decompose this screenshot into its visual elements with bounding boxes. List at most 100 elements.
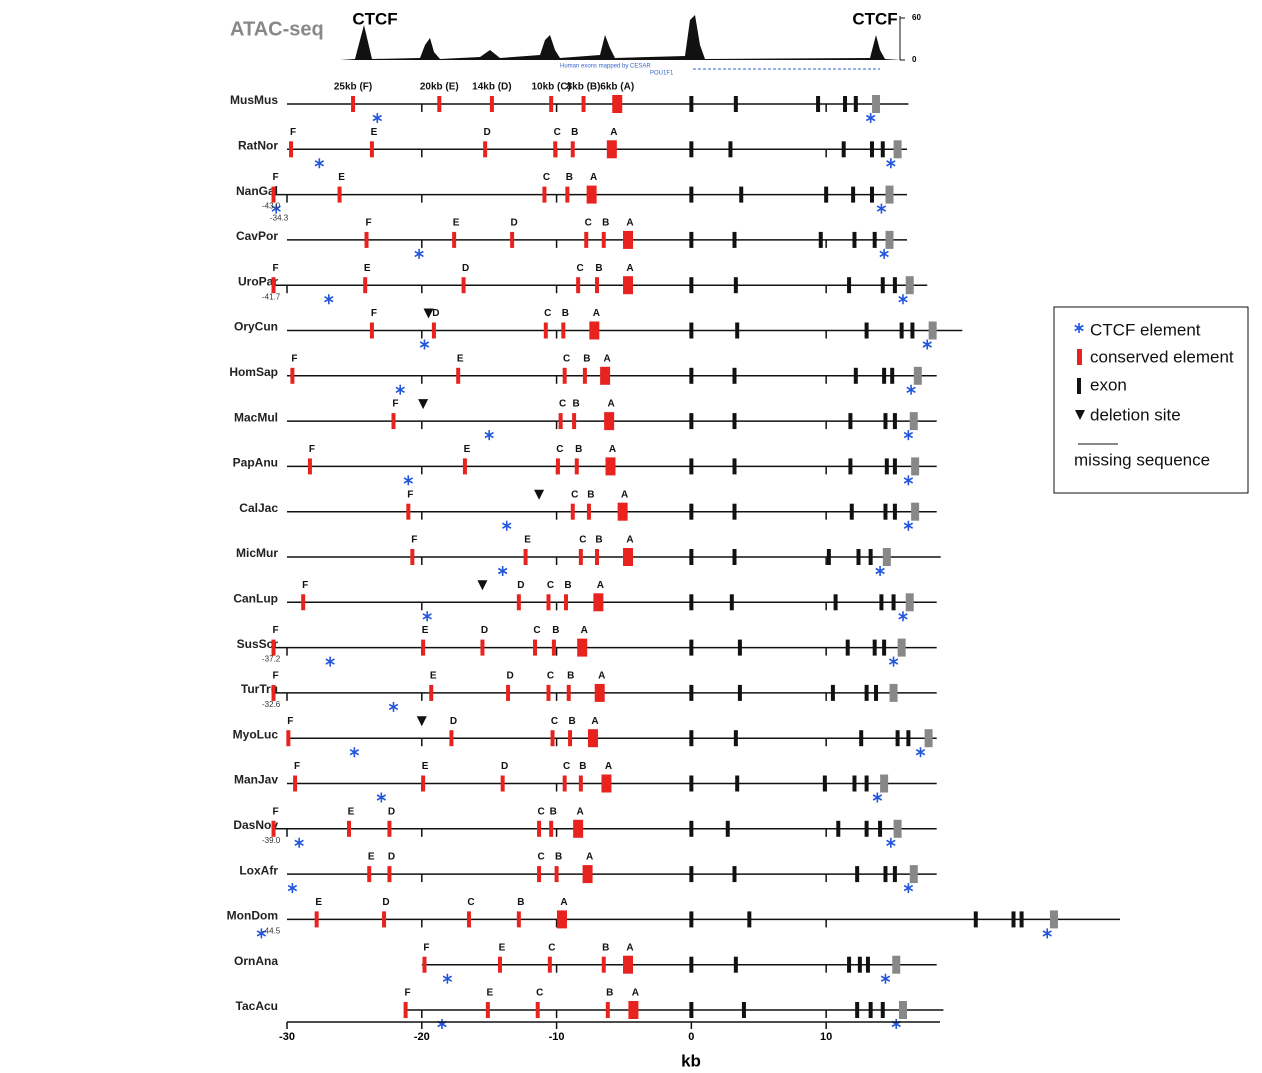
conserved-element	[537, 821, 541, 837]
species-name: MonDom	[227, 909, 278, 923]
species-name: CavPor	[236, 229, 278, 243]
conserved-element	[449, 730, 453, 746]
conserved-element	[623, 956, 633, 974]
element-label: B	[602, 218, 609, 229]
exon	[689, 368, 693, 384]
exon	[893, 504, 897, 520]
exon	[869, 549, 873, 565]
ctcf-star	[877, 204, 886, 214]
exon	[886, 186, 894, 204]
ctcf-star	[326, 657, 335, 667]
species-name: LoxAfr	[239, 863, 278, 877]
element-label: C	[579, 535, 586, 546]
ctcf-star	[904, 521, 913, 531]
exon	[735, 776, 739, 792]
element-label: D	[388, 806, 395, 817]
conserved-element	[604, 412, 614, 430]
ctcf-star	[485, 430, 494, 440]
ctcf-star	[880, 249, 889, 259]
exon	[834, 594, 838, 610]
x-tick-label: -10	[549, 1031, 565, 1043]
exon	[689, 821, 693, 837]
exon	[883, 504, 887, 520]
conserved-element	[559, 413, 563, 429]
exon	[734, 277, 738, 293]
conserved-element	[387, 866, 391, 882]
row-note: -41.7	[262, 292, 281, 301]
conserved-element	[561, 323, 565, 339]
exon	[852, 776, 856, 792]
element-label: 20kb (E)	[420, 82, 459, 93]
ctcf-star	[916, 747, 925, 757]
element-label: F	[365, 218, 371, 229]
x-tick-label: -30	[279, 1031, 295, 1043]
element-label: E	[422, 761, 429, 772]
conserved-element	[552, 640, 556, 656]
legend-element	[1077, 349, 1082, 365]
conserved-element	[480, 640, 484, 656]
element-label: C	[547, 671, 554, 682]
exon	[855, 1002, 859, 1018]
ctcf-star	[288, 883, 297, 893]
legend-exon	[1077, 378, 1081, 394]
exon	[882, 368, 886, 384]
exon	[1012, 911, 1016, 927]
element-label: A	[621, 489, 628, 500]
element-label: F	[291, 353, 297, 364]
ctcf-star	[443, 974, 452, 984]
species-name: OryCun	[234, 320, 278, 334]
conserved-element	[537, 866, 541, 882]
conserved-element	[595, 549, 599, 565]
exon	[885, 458, 889, 474]
species-name: PapAnu	[233, 456, 278, 470]
conserved-element	[406, 504, 410, 520]
conserved-element	[387, 821, 391, 837]
exon	[823, 776, 827, 792]
ctcf-star	[415, 249, 424, 259]
exon	[892, 956, 900, 974]
exon	[689, 141, 693, 157]
conserved-element	[524, 549, 528, 565]
element-label: C	[533, 625, 540, 636]
exon	[816, 96, 820, 112]
exon	[1050, 910, 1058, 928]
element-label: A	[626, 535, 633, 546]
conserved-element	[557, 910, 567, 928]
conserved-element	[483, 141, 487, 157]
track-label: CTCF	[852, 9, 897, 28]
element-label: F	[411, 535, 417, 546]
species-name: MacMul	[234, 410, 278, 424]
exon	[734, 96, 738, 112]
ctcf-star	[899, 611, 908, 621]
species-name: CalJac	[239, 501, 278, 515]
exon	[847, 957, 851, 973]
element-label: 8kb (B)	[567, 82, 601, 93]
conserved-element	[572, 413, 576, 429]
exon	[738, 640, 742, 656]
element-label: A	[632, 988, 639, 999]
exon	[858, 957, 862, 973]
element-label: F	[371, 308, 377, 319]
exon	[894, 140, 902, 158]
exon	[733, 504, 737, 520]
conserved-element	[486, 1002, 490, 1018]
ctcf-star	[315, 158, 324, 168]
ctcf-star	[892, 1019, 901, 1029]
exon	[865, 323, 869, 339]
exon	[730, 594, 734, 610]
conserved-element	[568, 730, 572, 746]
exon	[974, 911, 978, 927]
element-label: 6kb (A)	[600, 82, 634, 93]
exon	[728, 141, 732, 157]
conserved-element	[429, 685, 433, 701]
exon	[899, 1001, 907, 1019]
element-label: F	[405, 988, 411, 999]
element-label: B	[575, 444, 582, 455]
track-note: POU1F1	[650, 71, 674, 77]
row-note: -39.0	[262, 836, 281, 845]
row-note: -37.2	[262, 655, 281, 664]
element-label: E	[348, 806, 355, 817]
conserved-element	[272, 821, 276, 837]
conserved-element	[421, 776, 425, 792]
element-label: B	[587, 489, 594, 500]
